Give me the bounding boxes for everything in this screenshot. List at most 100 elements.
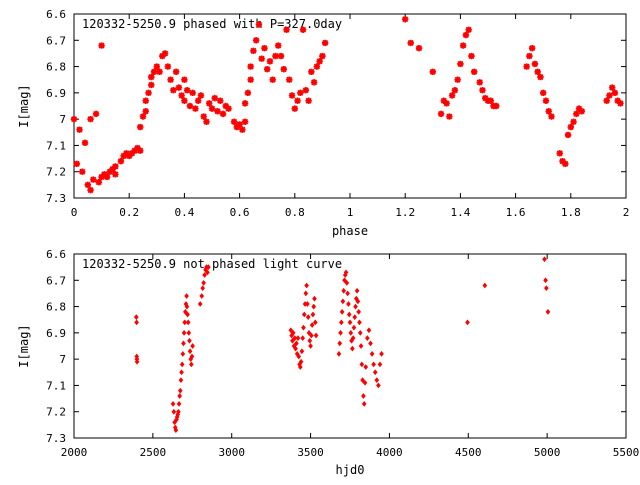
- phased-data-point: [79, 168, 86, 175]
- phased-data-point: [299, 26, 307, 33]
- phased-data-point: [308, 68, 315, 76]
- phased-data-point: [222, 102, 229, 110]
- phased-data-point: [211, 94, 218, 102]
- unphased-chart-title: 120332-5250.9 not phased light curve: [82, 257, 342, 271]
- unphased-x-tick-label: 2000: [61, 446, 88, 459]
- phased-data-point: [217, 97, 224, 104]
- unphased-data-point: [134, 358, 140, 365]
- phased-data-point: [145, 89, 152, 97]
- phased-data-point: [570, 118, 577, 125]
- phased-data-point: [161, 50, 169, 57]
- unphased-data-point: [353, 303, 358, 310]
- unphased-data-point: [336, 351, 342, 357]
- phased-data-point: [112, 163, 119, 170]
- phased-data-point: [440, 97, 448, 104]
- phased-data-point: [321, 39, 329, 47]
- phased-data-point: [462, 31, 470, 39]
- unphased-x-tick-label: 2500: [140, 446, 167, 459]
- phased-data-point: [170, 87, 177, 94]
- phased-data-point: [195, 97, 202, 104]
- phased-data-point: [134, 144, 141, 152]
- unphased-data-point: [189, 361, 194, 368]
- phased-data-point: [277, 52, 285, 60]
- phased-y-tick-label: 7.1: [46, 139, 66, 152]
- unphased-data-point: [189, 353, 195, 360]
- unphased-data-point: [361, 400, 367, 407]
- unphased-data-point: [177, 387, 183, 394]
- unphased-y-tick-label: 7.2: [46, 406, 66, 419]
- unphased-data-point: [190, 343, 195, 349]
- phased-data-point: [415, 44, 423, 52]
- phased-data-point: [451, 87, 459, 94]
- unphased-data-point: [351, 324, 357, 331]
- phased-data-point: [142, 108, 149, 115]
- unphased-data-point: [294, 340, 299, 347]
- unphased-data-point: [357, 319, 362, 326]
- unphased-data-point: [357, 329, 363, 336]
- phased-data-point: [112, 171, 119, 178]
- unphased-data-point: [337, 340, 343, 347]
- unphased-data-point: [200, 285, 205, 292]
- unphased-data-point: [290, 329, 296, 336]
- phased-data-point: [197, 92, 205, 99]
- unphased-x-tick-label: 3500: [297, 446, 324, 459]
- unphased-data-point: [182, 319, 188, 326]
- unphased-data-point: [339, 308, 345, 315]
- phased-data-point: [482, 94, 489, 102]
- unphased-data-point: [312, 295, 317, 302]
- unphased-plot-frame: [73, 253, 627, 439]
- phased-data-point: [241, 118, 249, 125]
- phased-data-point: [150, 68, 158, 76]
- unphased-data-point: [177, 393, 182, 399]
- phased-data-point: [76, 126, 83, 133]
- phased-x-tick-label: 1.6: [506, 206, 526, 219]
- unphased-data-point: [170, 400, 176, 407]
- phased-data-point: [183, 87, 191, 94]
- phased-data-point: [457, 60, 464, 68]
- unphased-data-point: [356, 308, 361, 315]
- phased-data-point: [459, 42, 467, 49]
- phased-data-point: [556, 150, 563, 157]
- unphased-data-point: [313, 332, 319, 339]
- unphased-data-point: [377, 361, 383, 368]
- unphased-y-tick-label: 7: [59, 353, 66, 366]
- unphased-data-point: [199, 293, 205, 299]
- phased-data-point: [200, 113, 207, 120]
- phased-data-point: [465, 26, 472, 33]
- phased-data-point: [542, 97, 550, 104]
- unphased-data-point: [305, 314, 311, 320]
- phased-data-point: [137, 147, 144, 154]
- unphased-data-point: [201, 280, 206, 286]
- unphased-data-point: [346, 301, 351, 307]
- phased-data-point: [98, 42, 105, 49]
- unphased-data-point: [348, 329, 354, 336]
- unphased-data-point: [465, 319, 470, 326]
- unphased-data-point: [366, 327, 372, 334]
- phased-data-point: [487, 97, 494, 104]
- phased-data-point: [534, 68, 541, 76]
- phased-light-curve-panel: 120332-5250.9 phased with P=327.0day pha…: [17, 8, 629, 238]
- phased-data-point: [203, 118, 210, 125]
- phased-data-point: [603, 97, 610, 104]
- phased-data-point: [109, 165, 116, 173]
- phased-data-point: [87, 115, 94, 123]
- phased-data-point: [137, 123, 144, 131]
- unphased-x-tick-label: 5000: [534, 446, 561, 459]
- unphased-data-point: [362, 379, 368, 386]
- phased-plot-frame: [73, 13, 627, 199]
- phased-data-point: [159, 52, 166, 60]
- unphased-data-point: [361, 393, 366, 399]
- unphased-data-point: [307, 337, 313, 344]
- phased-x-tick-label: 1: [347, 206, 354, 219]
- unphased-data-point: [311, 303, 317, 310]
- phased-data-point: [219, 110, 227, 118]
- unphased-data-point: [295, 335, 301, 341]
- phased-data-point: [578, 108, 586, 115]
- unphased-data-point: [359, 361, 365, 368]
- unphased-data-point: [197, 301, 203, 307]
- unphased-data-point: [309, 322, 315, 328]
- phased-data-point: [471, 68, 478, 76]
- unphased-data-point: [202, 272, 207, 278]
- phased-data-point: [106, 168, 114, 175]
- unphased-data-point: [342, 277, 347, 284]
